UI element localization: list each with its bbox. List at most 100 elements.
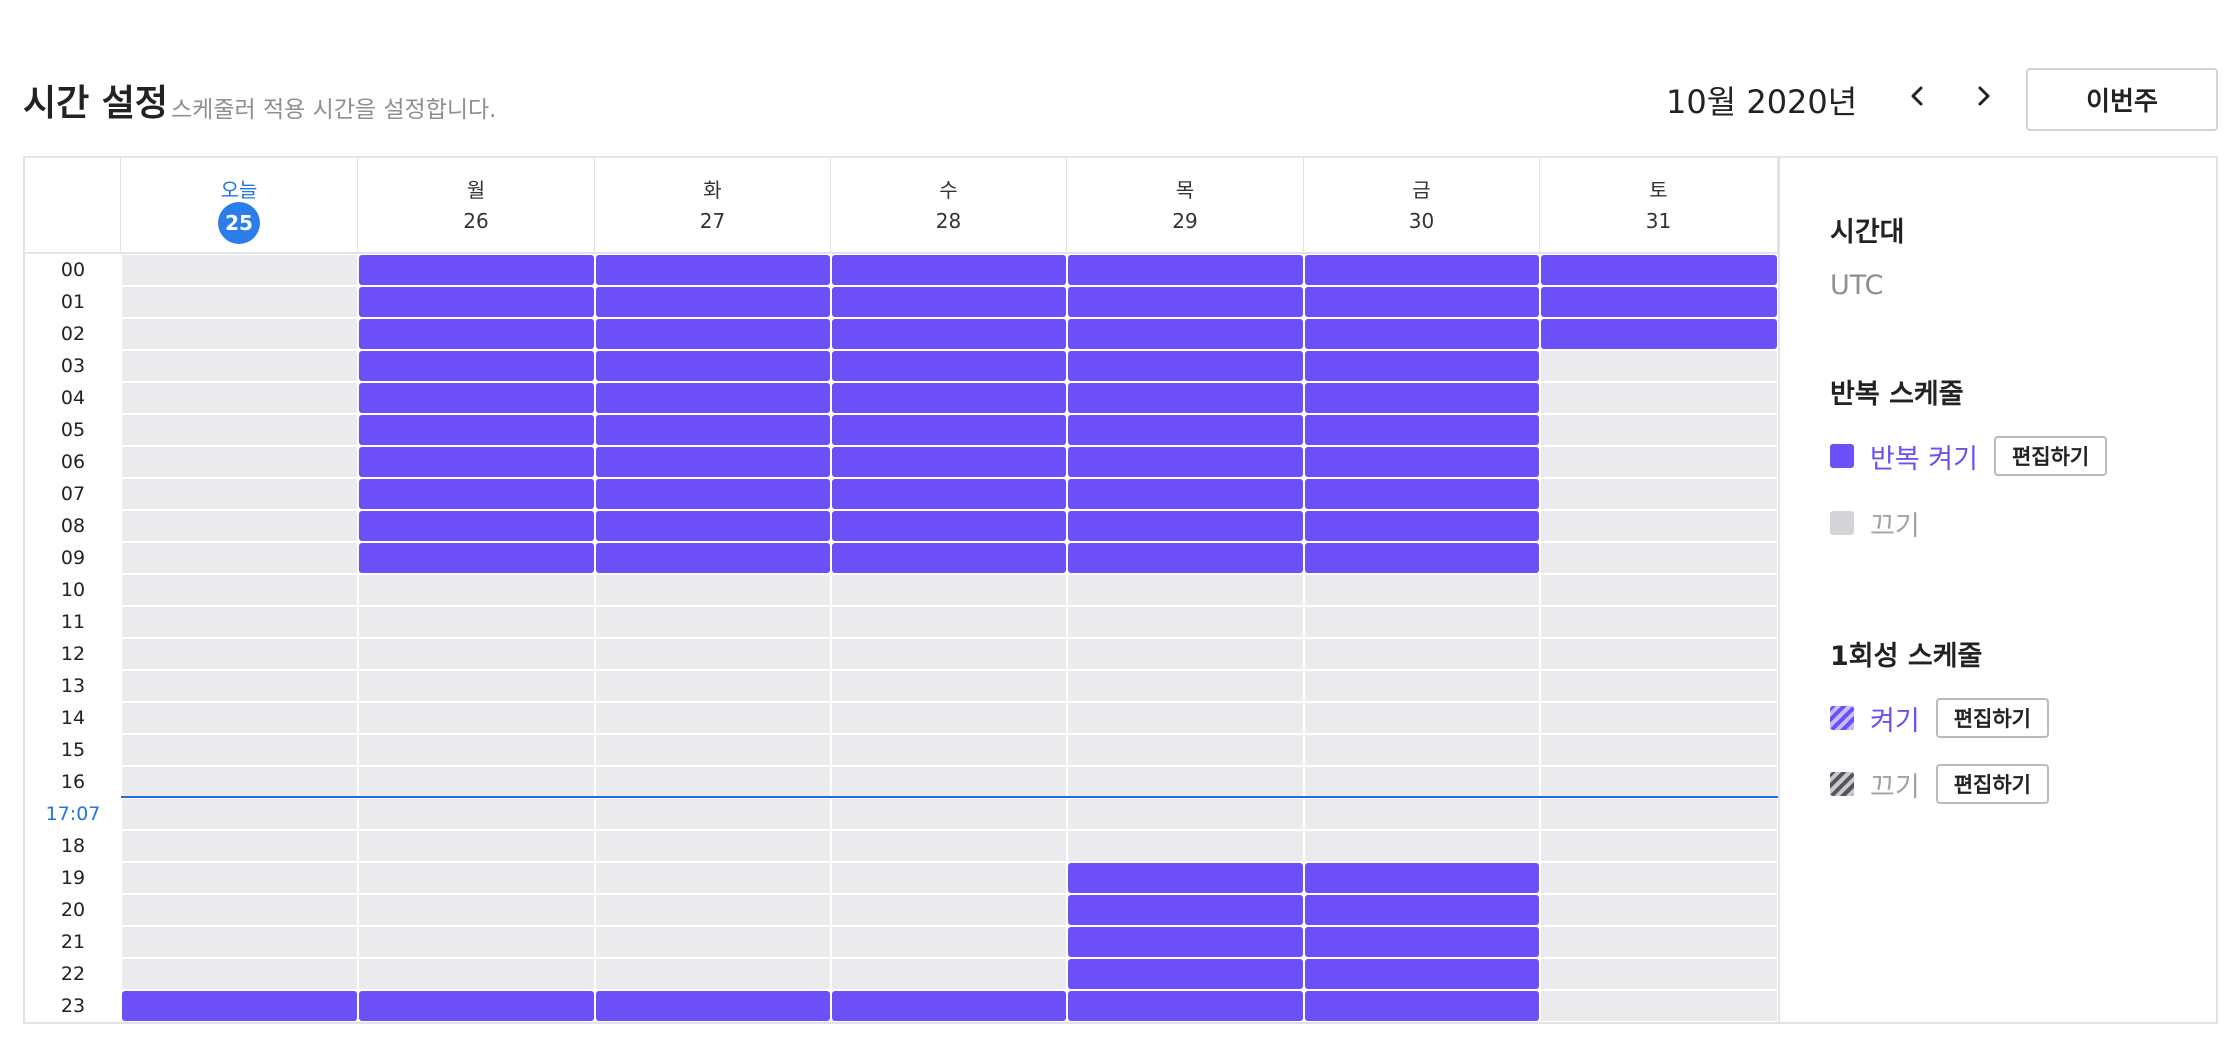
schedule-slot-off[interactable] xyxy=(1541,383,1777,413)
schedule-slot-on[interactable] xyxy=(1305,895,1539,925)
schedule-slot-on[interactable] xyxy=(1068,991,1303,1021)
schedule-slot-off[interactable] xyxy=(1541,927,1777,957)
schedule-slot-off[interactable] xyxy=(596,927,830,957)
schedule-slot-off[interactable] xyxy=(359,575,594,605)
schedule-slot-on[interactable] xyxy=(122,991,357,1021)
schedule-slot-off[interactable] xyxy=(596,607,830,637)
schedule-slot-off[interactable] xyxy=(359,799,594,829)
schedule-slot-off[interactable] xyxy=(1541,863,1777,893)
schedule-slot-on[interactable] xyxy=(832,447,1066,477)
schedule-slot-off[interactable] xyxy=(359,703,594,733)
schedule-slot-on[interactable] xyxy=(596,543,830,573)
schedule-slot-on[interactable] xyxy=(832,319,1066,349)
schedule-slot-on[interactable] xyxy=(1541,287,1777,317)
schedule-slot-off[interactable] xyxy=(122,703,357,733)
schedule-slot-off[interactable] xyxy=(1541,639,1777,669)
schedule-slot-on[interactable] xyxy=(832,991,1066,1021)
schedule-slot-off[interactable] xyxy=(122,895,357,925)
schedule-slot-off[interactable] xyxy=(1068,575,1303,605)
schedule-slot-on[interactable] xyxy=(359,479,594,509)
schedule-slot-off[interactable] xyxy=(1068,735,1303,765)
schedule-slot-on[interactable] xyxy=(596,351,830,381)
schedule-slot-off[interactable] xyxy=(122,415,357,445)
schedule-slot-off[interactable] xyxy=(1541,959,1777,989)
schedule-slot-off[interactable] xyxy=(1305,831,1539,861)
schedule-slot-off[interactable] xyxy=(122,799,357,829)
schedule-slot-off[interactable] xyxy=(596,863,830,893)
schedule-slot-on[interactable] xyxy=(596,319,830,349)
schedule-slot-off[interactable] xyxy=(1068,639,1303,669)
schedule-slot-on[interactable] xyxy=(1305,479,1539,509)
schedule-slot-on[interactable] xyxy=(1305,959,1539,989)
schedule-slot-off[interactable] xyxy=(832,639,1066,669)
schedule-slot-off[interactable] xyxy=(122,639,357,669)
schedule-slot-off[interactable] xyxy=(122,319,357,349)
schedule-slot-on[interactable] xyxy=(832,351,1066,381)
recurring-edit-button[interactable]: 편집하기 xyxy=(1993,436,2108,476)
schedule-slot-off[interactable] xyxy=(122,255,357,285)
schedule-slot-off[interactable] xyxy=(832,607,1066,637)
schedule-slot-on[interactable] xyxy=(359,447,594,477)
schedule-slot-off[interactable] xyxy=(1068,831,1303,861)
schedule-slot-off[interactable] xyxy=(1305,639,1539,669)
schedule-slot-off[interactable] xyxy=(122,543,357,573)
schedule-slot-off[interactable] xyxy=(1541,799,1777,829)
schedule-slot-on[interactable] xyxy=(1305,863,1539,893)
schedule-slot-off[interactable] xyxy=(122,511,357,541)
schedule-slot-off[interactable] xyxy=(1305,735,1539,765)
schedule-slot-on[interactable] xyxy=(832,287,1066,317)
schedule-slot-off[interactable] xyxy=(1541,671,1777,701)
schedule-slot-on[interactable] xyxy=(359,351,594,381)
schedule-slot-on[interactable] xyxy=(1541,255,1777,285)
schedule-slot-on[interactable] xyxy=(1305,447,1539,477)
schedule-slot-off[interactable] xyxy=(1541,511,1777,541)
schedule-slot-off[interactable] xyxy=(1541,767,1777,797)
schedule-slot-on[interactable] xyxy=(832,415,1066,445)
schedule-slot-on[interactable] xyxy=(1305,543,1539,573)
schedule-slot-off[interactable] xyxy=(122,447,357,477)
schedule-slot-off[interactable] xyxy=(1541,447,1777,477)
schedule-slot-on[interactable] xyxy=(596,479,830,509)
schedule-slot-off[interactable] xyxy=(596,575,830,605)
schedule-slot-on[interactable] xyxy=(596,383,830,413)
schedule-slot-on[interactable] xyxy=(1541,319,1777,349)
schedule-slot-off[interactable] xyxy=(359,959,594,989)
one-time-off-edit-button[interactable]: 편집하기 xyxy=(1935,764,2049,804)
schedule-slot-on[interactable] xyxy=(832,479,1066,509)
schedule-slot-off[interactable] xyxy=(596,959,830,989)
schedule-slot-off[interactable] xyxy=(832,575,1066,605)
schedule-slot-on[interactable] xyxy=(1068,863,1303,893)
schedule-slot-off[interactable] xyxy=(1541,479,1777,509)
schedule-slot-off[interactable] xyxy=(122,479,357,509)
schedule-slot-on[interactable] xyxy=(596,447,830,477)
schedule-slot-off[interactable] xyxy=(359,767,594,797)
schedule-slot-off[interactable] xyxy=(359,735,594,765)
schedule-slot-off[interactable] xyxy=(832,767,1066,797)
schedule-slot-off[interactable] xyxy=(832,703,1066,733)
schedule-slot-off[interactable] xyxy=(832,799,1066,829)
schedule-slot-off[interactable] xyxy=(1541,607,1777,637)
schedule-slot-on[interactable] xyxy=(1068,543,1303,573)
one-time-on-edit-button[interactable]: 편집하기 xyxy=(1935,698,2049,738)
schedule-slot-off[interactable] xyxy=(832,895,1066,925)
schedule-slot-on[interactable] xyxy=(1305,927,1539,957)
schedule-slot-off[interactable] xyxy=(359,639,594,669)
schedule-slot-on[interactable] xyxy=(596,287,830,317)
schedule-slot-on[interactable] xyxy=(596,255,830,285)
schedule-slot-on[interactable] xyxy=(1068,511,1303,541)
schedule-slot-off[interactable] xyxy=(1305,767,1539,797)
schedule-slot-on[interactable] xyxy=(1068,895,1303,925)
schedule-slot-on[interactable] xyxy=(1068,415,1303,445)
schedule-slot-on[interactable] xyxy=(1068,479,1303,509)
schedule-slot-on[interactable] xyxy=(1068,927,1303,957)
schedule-slot-off[interactable] xyxy=(832,735,1066,765)
schedule-slot-off[interactable] xyxy=(1541,351,1777,381)
schedule-slot-on[interactable] xyxy=(1305,415,1539,445)
schedule-slot-on[interactable] xyxy=(1305,511,1539,541)
schedule-slot-off[interactable] xyxy=(1068,767,1303,797)
schedule-slot-on[interactable] xyxy=(359,991,594,1021)
schedule-slot-off[interactable] xyxy=(832,959,1066,989)
schedule-slot-on[interactable] xyxy=(1305,255,1539,285)
schedule-slot-off[interactable] xyxy=(596,639,830,669)
schedule-slot-on[interactable] xyxy=(359,511,594,541)
